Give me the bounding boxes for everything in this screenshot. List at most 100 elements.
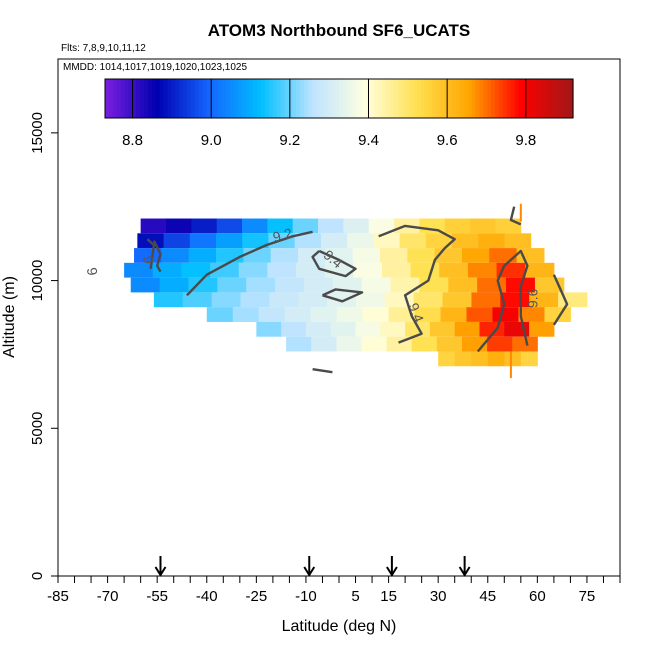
heatmap-cell xyxy=(436,336,463,352)
heatmap-cell xyxy=(361,277,392,293)
heatmap-cell xyxy=(267,262,297,278)
heatmap-cell xyxy=(206,307,234,322)
heatmap-cell xyxy=(558,292,588,308)
heatmap-cell xyxy=(311,336,337,352)
colorbar-segment xyxy=(491,79,496,118)
heatmap-cell xyxy=(159,277,189,293)
colorbar-segment xyxy=(569,79,574,118)
colorbar-segment xyxy=(214,79,219,118)
heatmap-cell xyxy=(429,321,456,337)
heatmap-cell xyxy=(405,321,431,337)
heatmap-cell xyxy=(471,351,489,367)
colorbar-tick-label: 9.6 xyxy=(437,132,458,149)
colorbar-segment xyxy=(264,79,270,118)
colorbar-segment xyxy=(553,79,558,118)
heatmap-cell xyxy=(269,292,299,308)
heatmap-cell xyxy=(152,262,182,278)
colorbar-segment xyxy=(276,79,282,118)
colorbar-segment xyxy=(530,79,535,118)
colorbar-segment xyxy=(218,79,223,118)
heatmap-cell xyxy=(419,277,449,293)
contour-line xyxy=(186,230,313,297)
y-tick-label: 5000 xyxy=(29,412,46,445)
colorbar-segment xyxy=(479,79,484,118)
heatmap-cell xyxy=(211,292,241,308)
heatmap-cell xyxy=(461,248,490,263)
colorbar-tick-label: 9.4 xyxy=(358,132,379,149)
colorbar-segment xyxy=(370,79,375,118)
x-tick-label: -25 xyxy=(246,588,268,605)
colorbar-segment xyxy=(202,79,207,118)
colorbar-segment xyxy=(354,79,360,118)
colorbar-segment xyxy=(502,79,508,118)
colorbar-segment xyxy=(565,79,570,118)
colorbar-segment xyxy=(163,79,168,118)
colorbar-segment xyxy=(245,79,250,118)
heatmap-cell xyxy=(232,307,260,322)
colorbar-segment xyxy=(241,79,246,118)
heatmap-cell xyxy=(153,292,184,308)
colorbar-segment xyxy=(311,79,317,118)
heatmap-cell xyxy=(355,292,386,308)
contour-label: 9 xyxy=(140,254,157,265)
heatmap-cell xyxy=(500,292,530,308)
heatmap-cell xyxy=(489,248,518,263)
heatmap-cell xyxy=(454,321,480,337)
dates-note: MMDD: 1014,1017,1019,1020,1023,1025 xyxy=(63,62,247,73)
heatmap-cell xyxy=(504,351,522,367)
colorbar-segment xyxy=(147,79,153,118)
heatmap-cell xyxy=(188,277,218,293)
y-axis-title: Altitude (m) xyxy=(1,276,18,358)
y-tick-label: 15000 xyxy=(29,112,46,154)
colorbar-segment xyxy=(350,79,356,118)
colorbar-segment xyxy=(105,79,110,118)
colorbar-segment xyxy=(405,79,410,118)
colorbar-segment xyxy=(140,79,145,118)
colorbar-segment xyxy=(498,79,504,118)
heatmap-cell xyxy=(318,218,344,234)
contour-label: 9.4 xyxy=(405,301,427,325)
colorbar-segment xyxy=(514,79,519,118)
colorbar-segment xyxy=(413,79,418,118)
heatmap-cell xyxy=(163,233,191,249)
contour-line xyxy=(378,224,456,344)
colorbar-segment xyxy=(358,79,363,118)
colorbar: 8.8 9.0 9.2 9.4 9.6 9.8 xyxy=(104,78,574,149)
colorbar-segment xyxy=(487,79,492,118)
heatmap-cell xyxy=(189,233,217,249)
contour-lines xyxy=(146,206,569,374)
colorbar-segment xyxy=(537,79,543,118)
heatmap-cell xyxy=(330,321,357,337)
contour-label: 9 xyxy=(84,266,101,277)
colorbar-segment xyxy=(167,79,172,118)
colorbar-segment xyxy=(397,79,402,118)
heatmap-cell xyxy=(380,321,406,337)
colorbar-segment xyxy=(424,79,430,118)
colorbar-segment xyxy=(518,79,523,118)
colorbar-segment xyxy=(456,79,461,118)
heatmap-cell xyxy=(444,218,471,234)
heatmap-cell xyxy=(440,307,468,322)
colorbar-segment xyxy=(444,79,449,118)
heatmap-cell xyxy=(336,307,364,322)
heatmap-cell xyxy=(298,292,328,308)
heatmap-cell xyxy=(413,292,444,308)
spike-marks xyxy=(509,203,522,379)
colorbar-segment xyxy=(346,79,352,118)
colorbar-segment xyxy=(116,79,122,118)
colorbar-segment xyxy=(124,79,129,118)
colorbar-segment xyxy=(409,79,414,118)
contour-line xyxy=(312,368,333,374)
heatmap-cell xyxy=(373,233,401,249)
x-tick-label: -55 xyxy=(146,588,168,605)
heatmap-cell xyxy=(347,233,374,249)
y-tick-label: 0 xyxy=(29,572,46,580)
colorbar-segment xyxy=(545,79,551,118)
colorbar-segment xyxy=(315,79,321,118)
flight-arrow-head xyxy=(154,566,167,577)
chart-title: ATOM3 Northbound SF6_UCATS xyxy=(208,21,471,40)
colorbar-segment xyxy=(179,79,184,118)
colorbar-segment xyxy=(495,79,500,118)
heatmap-cell xyxy=(512,336,538,352)
heatmap-cell xyxy=(216,218,243,234)
